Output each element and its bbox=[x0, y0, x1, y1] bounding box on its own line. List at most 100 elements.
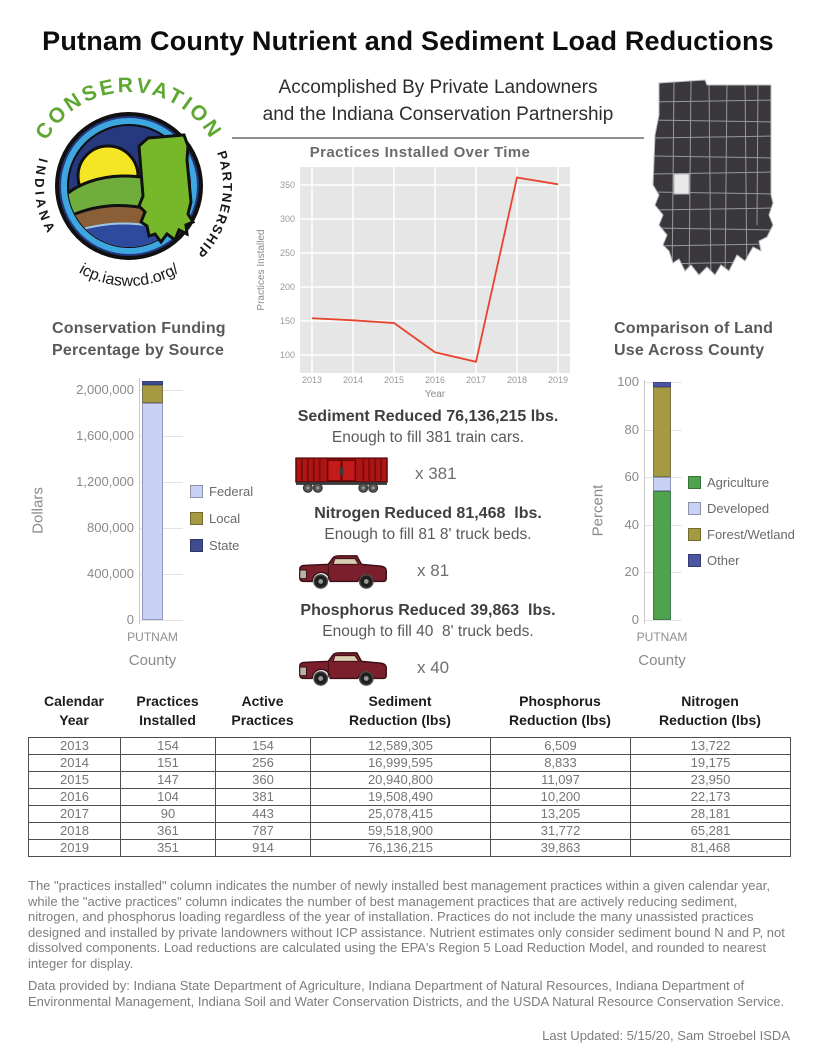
table-body: 2013 154 154 12,589,305 6,509 13,722 2014 151 25… bbox=[28, 737, 791, 857]
table-header-cell: Phosphorus Reduction (lbs) bbox=[509, 693, 611, 728]
table-cell: 10,200 bbox=[490, 788, 631, 806]
legend-item: State bbox=[190, 538, 253, 553]
funding-by-source-chart: Conservation Funding Percentage by Sourc… bbox=[15, 312, 265, 677]
table-cell: 23,950 bbox=[630, 771, 791, 789]
table-cell: 19,175 bbox=[630, 754, 791, 772]
legend-swatch bbox=[688, 476, 701, 489]
legend-label: Agriculture bbox=[707, 475, 770, 490]
table-cell: 81,468 bbox=[630, 839, 791, 857]
table-row: 2018 361 787 59,518,900 31,772 65,281 bbox=[28, 822, 791, 840]
table-cell: 25,078,415 bbox=[310, 805, 491, 823]
line-chart-title: Practices Installed Over Time bbox=[309, 144, 531, 161]
pickup-truck-icon bbox=[299, 652, 387, 686]
table-cell: 351 bbox=[120, 839, 216, 857]
legend: Agriculture Developed Forest/Wetland Other bbox=[688, 475, 795, 579]
y-tick-label: 100 bbox=[617, 374, 639, 389]
last-updated: Last Updated: 5/15/20, Sam Stroebel ISDA bbox=[542, 1028, 790, 1043]
svg-text:Practices Installed: Practices Installed bbox=[256, 229, 267, 310]
table-row: 2014 151 256 16,999,595 8,833 19,175 bbox=[28, 754, 791, 772]
svg-text:2019: 2019 bbox=[548, 375, 568, 385]
table-row: 2015 147 360 20,940,800 11,097 23,950 bbox=[28, 771, 791, 789]
table-cell: 154 bbox=[120, 737, 216, 755]
y-tick-label: 1,200,000 bbox=[76, 474, 134, 489]
table-cell: 104 bbox=[120, 788, 216, 806]
svg-text:icp.iaswcd.org/: icp.iaswcd.org/ bbox=[76, 261, 182, 290]
table-cell: 914 bbox=[215, 839, 311, 857]
funding-chart-title: Conservation Funding Percentage by Sourc… bbox=[52, 320, 226, 359]
table-cell: 39,863 bbox=[490, 839, 631, 857]
stacked-bar bbox=[142, 380, 163, 620]
methodology-note: The "practices installed" column indicat… bbox=[28, 878, 785, 971]
table-cell: 90 bbox=[120, 805, 216, 823]
x-category-label: PUTNAM bbox=[636, 630, 688, 644]
logo-url: icp.iaswcd.org/ bbox=[76, 261, 182, 290]
table-cell: 13,205 bbox=[490, 805, 631, 823]
table-cell: 361 bbox=[120, 822, 216, 840]
table-header-cell: Nitrogen Reduction (lbs) bbox=[659, 693, 761, 728]
svg-text:350: 350 bbox=[280, 180, 295, 190]
table-cell: 2014 bbox=[28, 754, 121, 772]
y-tick-label: 60 bbox=[624, 469, 639, 485]
highlighted-county-putnam bbox=[673, 173, 690, 195]
page-subtitle: Accomplished By Private Landowners and t… bbox=[262, 77, 614, 125]
legend-item: Federal bbox=[190, 484, 253, 499]
land-use-chart: Comparison of Land Use Across County 0 20… bbox=[590, 312, 816, 677]
legend-swatch bbox=[688, 502, 701, 515]
land-use-chart-title: Comparison of Land Use Across County bbox=[614, 320, 774, 359]
sediment-multiplier: x 381 bbox=[415, 464, 457, 483]
bar-segment-developed bbox=[653, 477, 671, 492]
table-cell: 59,518,900 bbox=[310, 822, 491, 840]
legend-label: Developed bbox=[707, 501, 770, 516]
table-cell: 28,181 bbox=[630, 805, 791, 823]
legend-label: Local bbox=[209, 511, 241, 526]
y-tick-label: 2,000,000 bbox=[76, 382, 134, 397]
table-cell: 65,281 bbox=[630, 822, 791, 840]
table-cell: 76,136,215 bbox=[310, 839, 491, 857]
bar-segment-local bbox=[142, 384, 163, 403]
table-cell: 31,772 bbox=[490, 822, 631, 840]
legend-item: Forest/Wetland bbox=[688, 527, 795, 542]
y-tick-label: 0 bbox=[126, 612, 134, 627]
legend-swatch bbox=[190, 539, 203, 552]
data-provided-note: Data provided by: Indiana State Departme… bbox=[28, 978, 785, 1009]
y-axis-line bbox=[139, 377, 140, 624]
legend: Federal Local State bbox=[190, 484, 253, 565]
practices-over-time-chart: Practices Installed Over Time 100 150 200 2… bbox=[250, 144, 590, 406]
sediment-reduction-block: Sediment Reduced 76,136,215 lbs. Enough … bbox=[256, 408, 600, 496]
table-cell: 2019 bbox=[28, 839, 121, 857]
bar-segment-agriculture bbox=[653, 491, 671, 620]
bar-segment-federal bbox=[142, 402, 163, 620]
icp-logo: CONSERVATION INDIANA PARTNERSHIP icp.ias… bbox=[22, 64, 237, 299]
line-chart-plot: 100 150 200 250 300 350 2013 2014 2015 2016 2017 20… bbox=[256, 167, 570, 400]
svg-text:150: 150 bbox=[280, 316, 295, 326]
svg-text:2016: 2016 bbox=[425, 375, 445, 385]
legend-label: State bbox=[209, 538, 240, 553]
y-axis-title: Dollars bbox=[29, 487, 47, 534]
y-axis-line bbox=[644, 380, 645, 624]
pickup-truck-icon bbox=[299, 555, 387, 589]
sediment-subtext: Enough to fill 381 train cars. bbox=[331, 429, 525, 446]
annual-data-table: Calendar Year Practices Installed Active P… bbox=[28, 692, 791, 857]
y-tick-label: 800,000 bbox=[87, 520, 134, 535]
nitrogen-multiplier: x 81 bbox=[417, 561, 450, 580]
table-cell: 154 bbox=[215, 737, 311, 755]
table-cell: 16,999,595 bbox=[310, 754, 491, 772]
table-cell: 8,833 bbox=[490, 754, 631, 772]
bar-segment-other bbox=[653, 382, 671, 387]
table-cell: 787 bbox=[215, 822, 311, 840]
legend-item: Agriculture bbox=[688, 475, 795, 490]
y-tick-label: 1,600,000 bbox=[76, 428, 134, 443]
table-cell: 381 bbox=[215, 788, 311, 806]
stacked-bar bbox=[653, 382, 671, 620]
phosphorus-subtext: Enough to fill 40 8' truck beds. bbox=[322, 623, 534, 640]
gridline bbox=[644, 620, 682, 621]
table-cell: 22,173 bbox=[630, 788, 791, 806]
legend-item: Other bbox=[688, 553, 795, 568]
table-row: 2016 104 381 19,508,490 10,200 22,173 bbox=[28, 788, 791, 806]
svg-text:2013: 2013 bbox=[302, 375, 322, 385]
svg-text:300: 300 bbox=[280, 214, 295, 224]
svg-text:100: 100 bbox=[280, 350, 295, 360]
indiana-map-icon bbox=[652, 79, 774, 276]
svg-text:2014: 2014 bbox=[343, 375, 363, 385]
legend-label: Forest/Wetland bbox=[707, 527, 795, 542]
